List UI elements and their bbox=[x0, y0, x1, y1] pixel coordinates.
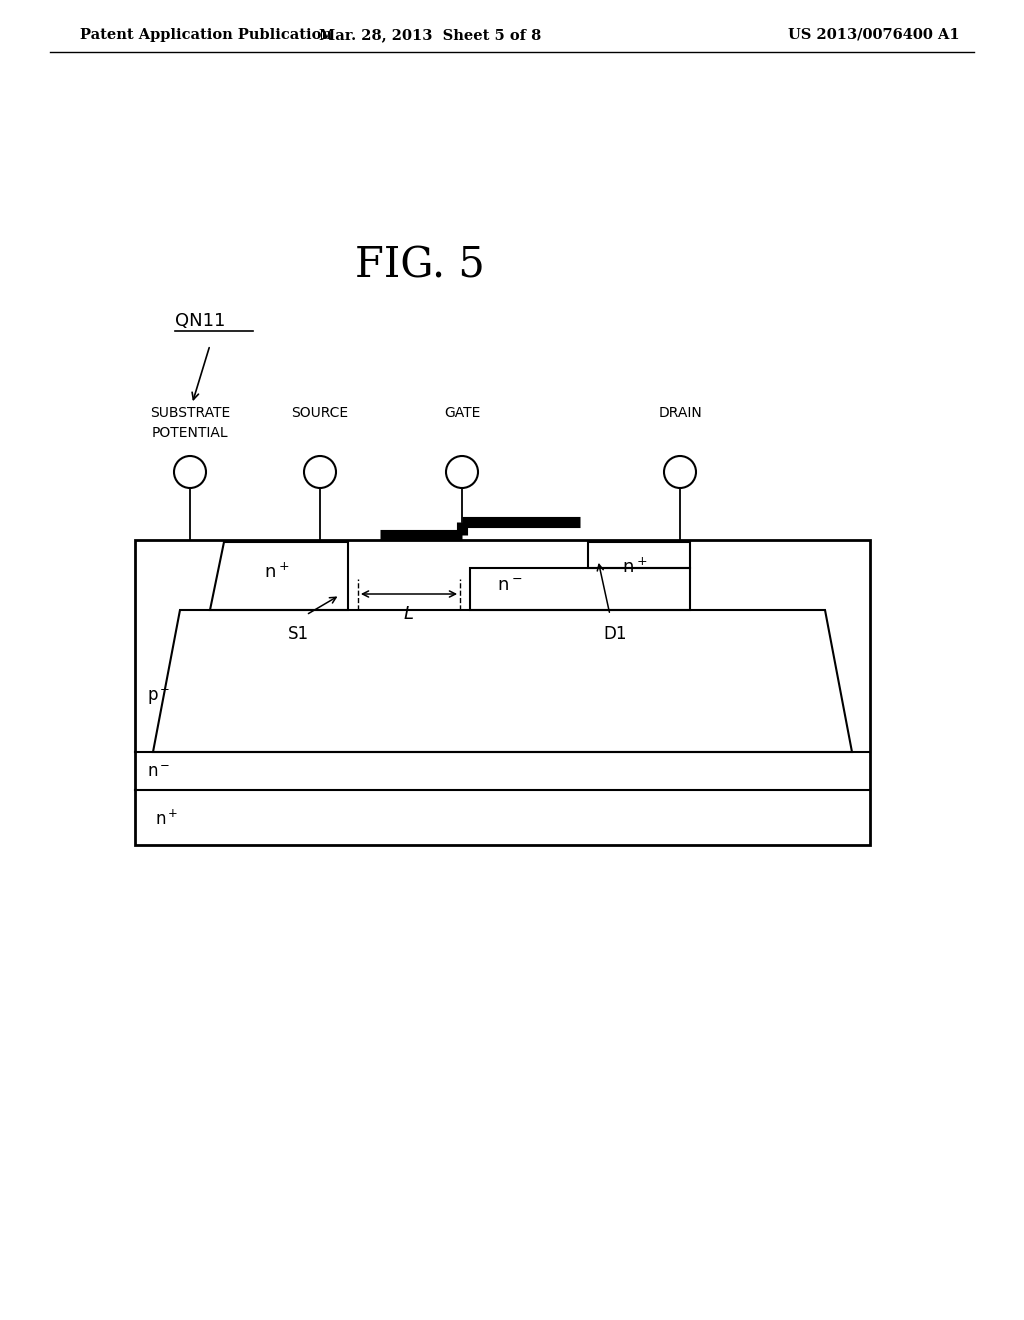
Bar bbox=[135, 540, 870, 845]
Text: FIG. 5: FIG. 5 bbox=[355, 244, 485, 286]
Text: S1: S1 bbox=[288, 624, 308, 643]
Text: n$^+$: n$^+$ bbox=[155, 809, 178, 829]
Text: Mar. 28, 2013  Sheet 5 of 8: Mar. 28, 2013 Sheet 5 of 8 bbox=[318, 28, 541, 42]
Text: POTENTIAL: POTENTIAL bbox=[152, 426, 228, 440]
Text: D1: D1 bbox=[603, 624, 627, 643]
Text: p$^-$: p$^-$ bbox=[147, 686, 171, 708]
Text: n$^-$: n$^-$ bbox=[498, 577, 522, 595]
Text: n$^+$: n$^+$ bbox=[623, 557, 647, 577]
Text: n$^+$: n$^+$ bbox=[264, 562, 290, 582]
Text: GATE: GATE bbox=[443, 407, 480, 420]
Text: L: L bbox=[404, 605, 414, 623]
Text: US 2013/0076400 A1: US 2013/0076400 A1 bbox=[788, 28, 961, 42]
Text: SUBSTRATE: SUBSTRATE bbox=[150, 407, 230, 420]
Text: n$^-$: n$^-$ bbox=[147, 763, 170, 781]
Text: DRAIN: DRAIN bbox=[658, 407, 701, 420]
Text: QN11: QN11 bbox=[175, 312, 225, 330]
Text: Patent Application Publication: Patent Application Publication bbox=[80, 28, 332, 42]
Text: SOURCE: SOURCE bbox=[292, 407, 348, 420]
